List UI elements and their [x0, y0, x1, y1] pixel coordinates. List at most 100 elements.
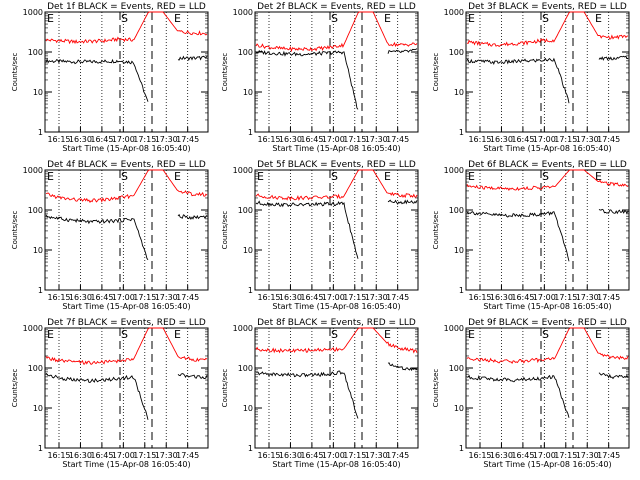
x-tick-label: 16:30	[69, 135, 92, 144]
series-line-0	[466, 55, 629, 104]
x-axis-label: Start Time (15-Apr-08 16:05:40)	[62, 460, 190, 469]
x-tick-label: 16:45	[90, 135, 113, 144]
x-axis-label: Start Time (15-Apr-08 16:05:40)	[483, 144, 611, 153]
panel-title: Det 4f BLACK = Events, RED = LLD	[47, 160, 206, 170]
x-tick-label: 16:15	[47, 135, 70, 144]
marker-S: S	[542, 12, 549, 25]
panel-title: Det 3f BLACK = Events, RED = LLD	[468, 2, 627, 12]
y-tick-label: 100	[238, 48, 253, 57]
y-tick-label: 1000	[233, 8, 253, 17]
y-tick-label: 100	[238, 364, 253, 373]
x-tick-label: 17:45	[597, 293, 620, 302]
y-tick-label: 10	[454, 404, 464, 413]
y-tick-label: 1000	[444, 166, 464, 175]
x-tick-label: 17:45	[597, 135, 620, 144]
plot-frame	[254, 11, 419, 133]
panel-title: Det 8f BLACK = Events, RED = LLD	[257, 318, 416, 328]
panel-6: Det 6f BLACK = Events, RED = LLD 1 10 100 10…	[432, 160, 630, 311]
x-tick-label: 16:30	[279, 135, 302, 144]
panel-5: Det 5f BLACK = Events, RED = LLD 1 10 100 10…	[221, 160, 419, 311]
x-tick-label: 17:15	[554, 451, 577, 460]
x-tick-label: 17:45	[176, 451, 199, 460]
x-tick-label: 16:45	[90, 451, 113, 460]
y-tick-label: 1	[459, 128, 464, 137]
panel-1: Det 1f BLACK = Events, RED = LLD 1 10 100 10…	[11, 2, 209, 153]
y-axis-label: Counts/sec	[11, 53, 19, 92]
x-tick-label: 16:15	[257, 451, 280, 460]
marker-S: S	[542, 328, 549, 341]
x-tick-label: 16:45	[300, 451, 323, 460]
x-tick-label: 17:30	[365, 135, 388, 144]
marker-S: S	[331, 12, 338, 25]
marker-S: S	[542, 170, 549, 183]
y-tick-label: 1	[248, 128, 253, 137]
x-tick-label: 17:15	[343, 135, 366, 144]
x-tick-label: 16:45	[300, 293, 323, 302]
x-tick-label: 17:45	[386, 293, 409, 302]
panel-4: Det 4f BLACK = Events, RED = LLD 1 10 100 10…	[11, 160, 209, 311]
x-tick-label: 17:30	[576, 451, 599, 460]
panel-9: Det 9f BLACK = Events, RED = LLD 1 10 100 10…	[432, 318, 630, 469]
x-tick-label: 17:00	[322, 451, 345, 460]
y-tick-label: 100	[449, 206, 464, 215]
y-tick-label: 1000	[23, 324, 43, 333]
panel-7: Det 7f BLACK = Events, RED = LLD 1 10 100 10…	[11, 318, 209, 469]
x-tick-label: 17:15	[343, 451, 366, 460]
plot-frame	[44, 327, 209, 449]
x-tick-label: 17:00	[322, 135, 345, 144]
marker-E: E	[384, 170, 391, 183]
x-tick-label: 17:45	[176, 293, 199, 302]
x-tick-label: 16:45	[511, 451, 534, 460]
marker-E: E	[595, 12, 602, 25]
panel-title: Det 6f BLACK = Events, RED = LLD	[468, 160, 627, 170]
series-line-1	[45, 327, 208, 365]
y-tick-label: 1	[248, 286, 253, 295]
x-tick-label: 17:15	[554, 293, 577, 302]
y-tick-label: 100	[28, 364, 43, 373]
x-tick-label: 17:30	[576, 135, 599, 144]
x-axis-label: Start Time (15-Apr-08 16:05:40)	[272, 302, 400, 311]
y-tick-label: 100	[28, 206, 43, 215]
plot-frame	[44, 11, 209, 133]
marker-E: E	[174, 170, 181, 183]
panel-title: Det 1f BLACK = Events, RED = LLD	[47, 2, 206, 12]
y-tick-label: 1	[248, 444, 253, 453]
y-axis-label: Counts/sec	[221, 369, 229, 408]
marker-E: E	[174, 12, 181, 25]
y-axis-label: Counts/sec	[432, 53, 440, 92]
marker-S: S	[121, 170, 128, 183]
x-tick-label: 16:30	[69, 451, 92, 460]
plot-frame	[465, 327, 630, 449]
x-tick-label: 17:15	[133, 135, 156, 144]
x-tick-label: 17:15	[554, 135, 577, 144]
panel-title: Det 9f BLACK = Events, RED = LLD	[468, 318, 627, 328]
x-tick-label: 16:30	[279, 293, 302, 302]
y-tick-label: 100	[449, 48, 464, 57]
x-tick-label: 16:15	[468, 451, 491, 460]
x-tick-label: 17:00	[533, 135, 556, 144]
y-axis-label: Counts/sec	[432, 211, 440, 250]
series-line-0	[45, 213, 208, 261]
x-axis-label: Start Time (15-Apr-08 16:05:40)	[483, 302, 611, 311]
panel-3: Det 3f BLACK = Events, RED = LLD 1 10 100 10…	[432, 2, 630, 153]
marker-E: E	[595, 328, 602, 341]
panel-2: Det 2f BLACK = Events, RED = LLD 1 10 100 10…	[221, 2, 419, 153]
x-tick-label: 16:15	[47, 293, 70, 302]
plot-frame	[254, 169, 419, 291]
y-tick-label: 1	[38, 286, 43, 295]
series-line-0	[466, 208, 629, 262]
x-tick-label: 17:30	[365, 293, 388, 302]
series-line-1	[466, 169, 629, 192]
x-tick-label: 16:30	[490, 451, 513, 460]
panel-title: Det 2f BLACK = Events, RED = LLD	[257, 2, 416, 12]
x-tick-label: 16:30	[490, 293, 513, 302]
series-line-1	[255, 169, 418, 201]
x-axis-label: Start Time (15-Apr-08 16:05:40)	[62, 302, 190, 311]
x-tick-label: 17:15	[343, 293, 366, 302]
y-tick-label: 1	[38, 444, 43, 453]
marker-E: E	[384, 328, 391, 341]
y-tick-label: 1	[38, 128, 43, 137]
marker-E: E	[47, 12, 54, 25]
x-tick-label: 17:00	[112, 135, 135, 144]
